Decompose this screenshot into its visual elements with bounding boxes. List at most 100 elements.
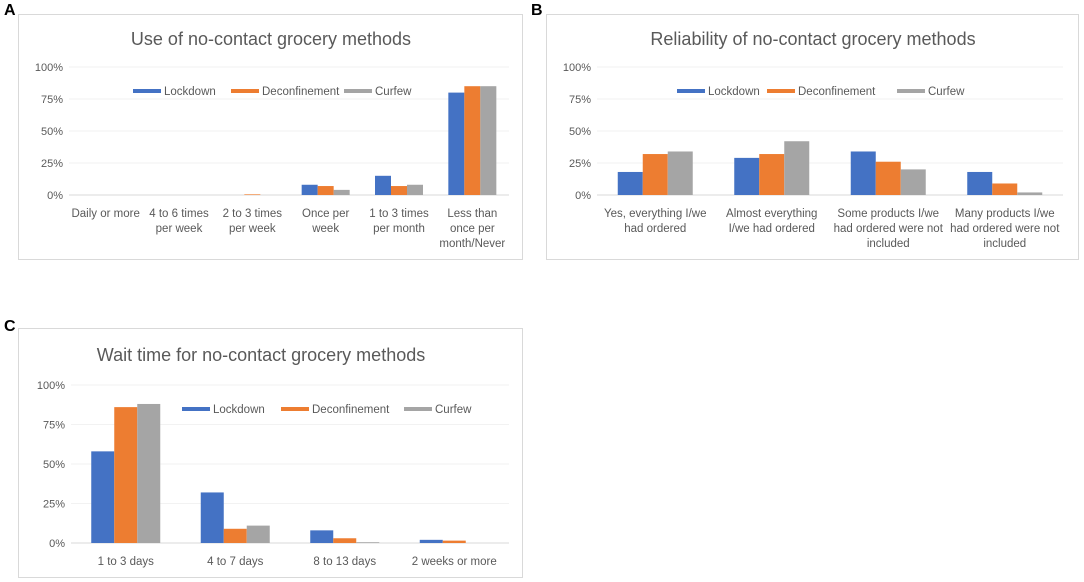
legend-label-deconfinement: Deconfinement <box>312 404 390 416</box>
chart-title: Use of no-contact grocery methods <box>131 29 411 49</box>
panel-letter-b: B <box>531 2 543 19</box>
bar-curfew <box>246 525 270 543</box>
x-tick-label-line: Once per <box>302 208 349 220</box>
bar-curfew <box>333 189 350 195</box>
bar-lockdown <box>301 184 318 195</box>
x-tick-label: 4 to 6 times per week <box>149 208 209 235</box>
legend-label-curfew: Curfew <box>375 86 412 98</box>
x-tick-label-line: I/we had ordered <box>729 223 815 235</box>
bar-curfew <box>900 169 926 195</box>
bar-lockdown <box>375 175 391 195</box>
y-tick-label: 100% <box>35 62 63 74</box>
x-tick-label-line: 1 to 3 days <box>98 556 155 568</box>
x-tick-label-line: had ordered were not <box>834 223 944 235</box>
x-tick-label-line: Yes, everything I/we <box>604 208 707 220</box>
bar-lockdown <box>850 151 876 195</box>
legend-label-lockdown: Lockdown <box>213 404 265 416</box>
x-tick-label-line: 2 weeks or more <box>412 556 497 568</box>
x-tick-label-line: Many products I/we <box>955 208 1055 220</box>
x-tick-label-line: Daily or more <box>71 208 139 220</box>
x-tick-label-line: had ordered <box>624 223 686 235</box>
x-tick-label-line: week <box>311 223 339 235</box>
x-tick-label-line: 2 to 3 times <box>223 208 283 220</box>
y-tick-label: 100% <box>563 62 591 74</box>
y-tick-label: 25% <box>43 499 65 511</box>
chart-panel-c: Wait time for no-contact grocery methods… <box>18 328 523 578</box>
bar-lockdown <box>91 451 115 543</box>
bar-deconfinement <box>223 528 247 543</box>
chart-title: Reliability of no-contact grocery method… <box>650 29 975 49</box>
y-tick-label: 0% <box>47 190 63 202</box>
x-tick-label: 2 to 3 times per week <box>223 208 283 235</box>
bar-curfew <box>784 141 810 195</box>
bar-deconfinement <box>992 183 1018 195</box>
x-tick-label-line: Less than <box>447 208 497 220</box>
bar-lockdown <box>967 171 993 195</box>
x-tick-label: Many products I/we had ordered were not in… <box>950 208 1060 250</box>
x-tick-label-line: month/Never <box>439 238 505 250</box>
x-tick-label: Almost everything I/we had ordered <box>726 208 817 235</box>
bar-deconfinement <box>244 194 261 195</box>
y-tick-label: 50% <box>41 126 63 138</box>
bar-curfew <box>480 86 497 195</box>
bar-deconfinement <box>333 538 357 543</box>
chart-c: Wait time for no-contact grocery methods… <box>37 345 509 568</box>
bar-deconfinement <box>759 154 785 195</box>
bar-deconfinement <box>317 186 334 195</box>
x-tick-label: Daily or more <box>71 208 139 220</box>
legend-label-curfew: Curfew <box>435 404 472 416</box>
x-tick-label-line: 1 to 3 times <box>369 208 429 220</box>
x-tick-label: Some products I/we had ordered were not in… <box>834 208 944 250</box>
x-tick-label-line: Almost everything <box>726 208 817 220</box>
x-tick-label: 1 to 3 days <box>98 556 155 568</box>
legend-label-deconfinement: Deconfinement <box>262 86 340 98</box>
bar-lockdown <box>419 539 443 543</box>
x-tick-label-line: had ordered were not <box>950 223 1060 235</box>
chart-a: Use of no-contact grocery methods 0% 25% 5… <box>35 29 509 250</box>
x-tick-label: 8 to 13 days <box>313 556 376 568</box>
legend-label-lockdown: Lockdown <box>164 86 216 98</box>
chart-panel-b: Reliability of no-contact grocery method… <box>546 14 1079 260</box>
chart-title: Wait time for no-contact grocery methods <box>97 345 425 365</box>
bar-curfew <box>1017 192 1043 195</box>
x-tick-label: 1 to 3 times per month <box>369 208 429 235</box>
y-tick-label: 50% <box>569 126 591 138</box>
bar-curfew <box>356 542 380 543</box>
x-tick-label: Once per week <box>302 208 349 235</box>
x-tick-label-line: 4 to 7 days <box>207 556 264 568</box>
bar-deconfinement <box>442 540 466 543</box>
y-tick-label: 75% <box>569 94 591 106</box>
bar-lockdown <box>200 492 224 543</box>
x-tick-label: Yes, everything I/we had ordered <box>604 208 707 235</box>
x-tick-label: 4 to 7 days <box>207 556 264 568</box>
y-tick-label: 75% <box>41 94 63 106</box>
x-tick-label-line: once per <box>450 223 495 235</box>
y-tick-label: 50% <box>43 459 65 471</box>
legend-label-deconfinement: Deconfinement <box>798 86 876 98</box>
y-tick-label: 25% <box>569 158 591 170</box>
x-tick-label-line: per month <box>373 223 425 235</box>
x-tick-label: Less than once per month/Never <box>439 208 505 250</box>
bar-lockdown <box>734 157 760 195</box>
chart-panel-a: Use of no-contact grocery methods 0% 25% 5… <box>18 14 523 260</box>
y-tick-label: 100% <box>37 380 65 392</box>
bar-deconfinement <box>114 407 138 543</box>
panel-letter-c: C <box>4 318 16 335</box>
bar-curfew <box>667 151 693 195</box>
legend-label-lockdown: Lockdown <box>708 86 760 98</box>
x-tick-label: 2 weeks or more <box>412 556 497 568</box>
panel-letter-a: A <box>4 2 16 19</box>
bar-curfew <box>137 403 161 543</box>
x-tick-label-line: included <box>983 238 1026 250</box>
y-tick-label: 75% <box>43 420 65 432</box>
bar-deconfinement <box>391 186 407 195</box>
bar-deconfinement <box>464 86 481 195</box>
bar-curfew <box>407 184 423 195</box>
x-tick-label-line: 4 to 6 times <box>149 208 209 220</box>
bar-lockdown <box>617 171 643 195</box>
bar-deconfinement <box>875 161 901 195</box>
x-tick-label-line: per week <box>156 223 203 235</box>
bar-deconfinement <box>642 154 668 195</box>
x-tick-label-line: 8 to 13 days <box>313 556 376 568</box>
y-tick-label: 0% <box>575 190 591 202</box>
